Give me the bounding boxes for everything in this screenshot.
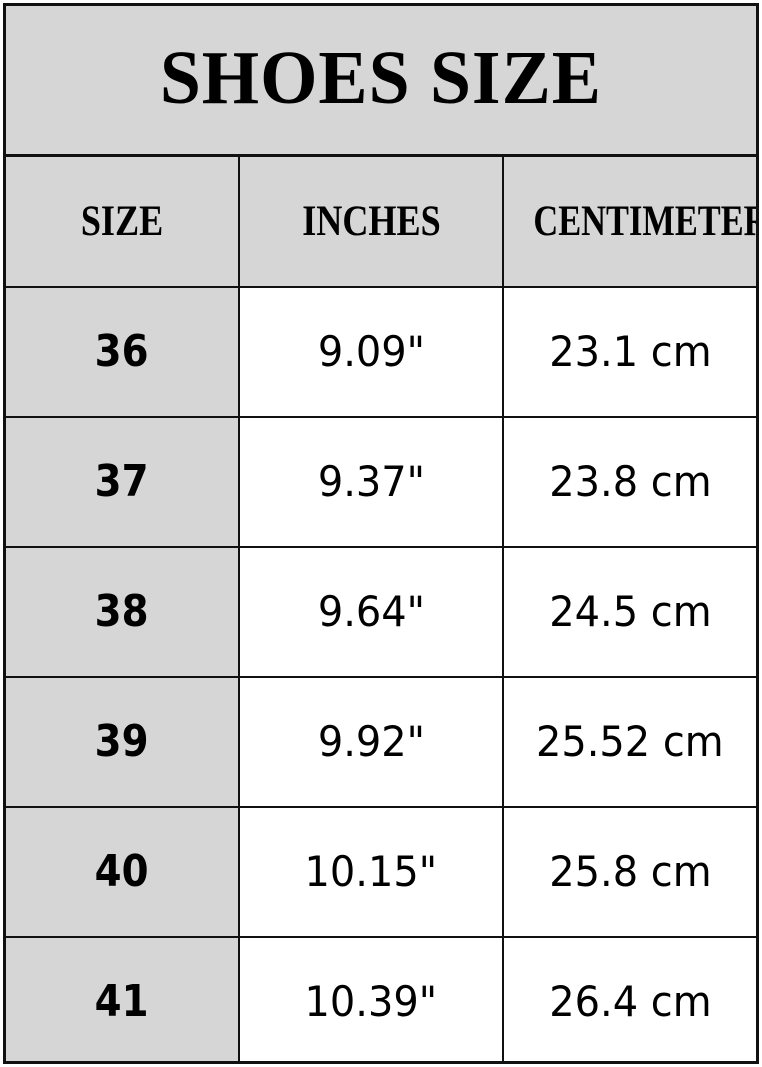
cell-inches: 10.15" (239, 807, 504, 938)
cell-centimeter: 25.52 cm (503, 677, 756, 808)
column-header-centimeter-label: CENTIMETER (533, 198, 759, 245)
column-header-size-label: SIZE (80, 198, 164, 245)
cell-inches-value: 9.92" (317, 717, 425, 766)
cell-size: 38 (6, 547, 240, 678)
chart-title-band: SHOES SIZE (6, 6, 756, 157)
cell-inches-value: 9.09" (317, 327, 425, 376)
cell-centimeter-value: 24.5 cm (548, 587, 712, 636)
cell-centimeter: 24.5 cm (503, 547, 756, 678)
size-table: SIZE INCHES CENTIMETER 36 9.09" 23. (6, 157, 759, 1061)
cell-centimeter-value: 23.8 cm (548, 457, 712, 506)
cell-centimeter: 23.8 cm (503, 417, 756, 548)
table-row: 41 10.39" 26.4 cm (6, 937, 756, 1061)
column-header-size: SIZE (6, 157, 240, 288)
cell-size-value: 40 (95, 846, 149, 897)
cell-size: 40 (6, 807, 240, 938)
table-body: 36 9.09" 23.1 cm 37 9.37" 23.8 cm (6, 287, 756, 1061)
cell-inches: 9.92" (239, 677, 504, 808)
cell-centimeter-value: 25.52 cm (536, 717, 724, 766)
column-header-inches-label: INCHES (301, 198, 441, 245)
table-row: 37 9.37" 23.8 cm (6, 417, 756, 548)
cell-centimeter: 26.4 cm (503, 937, 756, 1061)
cell-inches-value: 9.64" (317, 587, 425, 636)
cell-inches: 9.64" (239, 547, 504, 678)
cell-centimeter-value: 26.4 cm (548, 977, 712, 1026)
cell-centimeter-value: 23.1 cm (548, 327, 712, 376)
column-header-centimeter: CENTIMETER (503, 157, 759, 288)
shoes-size-chart: SHOES SIZE SIZE INCHES CENTIMETER (3, 3, 759, 1064)
cell-inches-value: 10.15" (304, 847, 438, 896)
cell-centimeter: 25.8 cm (503, 807, 756, 938)
table-row: 40 10.15" 25.8 cm (6, 807, 756, 938)
column-header-inches: INCHES (239, 157, 504, 288)
cell-inches-value: 9.37" (317, 457, 425, 506)
cell-inches: 10.39" (239, 937, 504, 1061)
cell-size-value: 38 (95, 586, 149, 637)
table-row: 38 9.64" 24.5 cm (6, 547, 756, 678)
cell-size-value: 36 (95, 326, 149, 377)
cell-size: 37 (6, 417, 240, 548)
cell-inches: 9.37" (239, 417, 504, 548)
table-row: 36 9.09" 23.1 cm (6, 287, 756, 418)
table-row: 39 9.92" 25.52 cm (6, 677, 756, 808)
cell-size-value: 39 (95, 716, 149, 767)
table-header-row: SIZE INCHES CENTIMETER (6, 157, 759, 288)
cell-size-value: 41 (95, 976, 149, 1027)
cell-size-value: 37 (95, 456, 149, 507)
cell-size: 41 (6, 937, 240, 1061)
cell-size: 39 (6, 677, 240, 808)
page-title: SHOES SIZE (159, 36, 603, 120)
cell-centimeter-value: 25.8 cm (548, 847, 712, 896)
table-header: SIZE INCHES CENTIMETER (6, 157, 759, 288)
cell-centimeter: 23.1 cm (503, 287, 756, 418)
cell-inches: 9.09" (239, 287, 504, 418)
cell-size: 36 (6, 287, 240, 418)
cell-inches-value: 10.39" (304, 977, 438, 1026)
